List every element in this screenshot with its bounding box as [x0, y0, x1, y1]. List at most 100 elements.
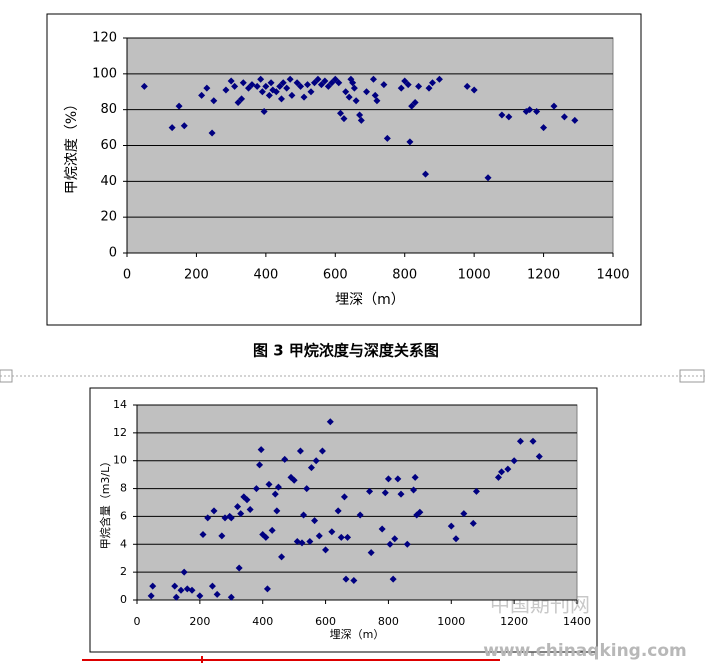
point: [403, 540, 411, 548]
point: [425, 84, 433, 92]
point: [326, 418, 334, 426]
point: [277, 95, 285, 103]
y-tick-label: 14: [113, 398, 127, 411]
point: [366, 487, 374, 495]
x-axis-label: 埋深（m）: [330, 628, 385, 641]
point: [460, 510, 468, 518]
point: [383, 134, 391, 142]
point: [180, 122, 188, 130]
x-tick-label: 800: [378, 615, 399, 628]
point: [314, 75, 322, 83]
point: [210, 507, 218, 515]
point: [516, 437, 524, 445]
point: [469, 519, 477, 527]
point: [498, 468, 506, 476]
point: [246, 505, 254, 513]
point: [253, 82, 261, 90]
point: [297, 82, 305, 90]
point: [526, 106, 534, 114]
point: [356, 511, 364, 519]
point: [180, 568, 188, 576]
point: [318, 447, 326, 455]
point: [237, 510, 245, 518]
y-tick-label: 40: [100, 174, 117, 189]
watermark: www.chinaqking.com: [483, 641, 687, 661]
point: [422, 170, 430, 178]
point: [307, 464, 315, 472]
point: [535, 453, 543, 461]
x-axis-label: 埋深（m）: [335, 292, 405, 308]
point: [373, 97, 381, 105]
plot-area: [136, 404, 578, 601]
point: [317, 81, 325, 89]
point: [279, 79, 287, 87]
point: [198, 91, 206, 99]
point: [352, 97, 360, 105]
y-tick-label: 10: [113, 454, 127, 467]
point: [256, 461, 264, 469]
point: [337, 533, 345, 541]
point: [447, 522, 455, 530]
point: [243, 496, 251, 504]
point: [147, 592, 155, 600]
point: [293, 79, 301, 87]
point: [470, 86, 478, 94]
point: [175, 102, 183, 110]
point: [498, 111, 506, 119]
point: [380, 81, 388, 89]
y-tick-label: 12: [113, 426, 127, 439]
point: [357, 116, 365, 124]
point: [345, 93, 353, 101]
caption: 图 3 甲烷浓度与深度关系图: [253, 342, 439, 360]
y-tick-label: 8: [120, 482, 127, 495]
x-tick-label: 1000: [458, 268, 491, 283]
point: [408, 102, 416, 110]
point: [168, 124, 176, 132]
point: [177, 586, 185, 594]
point: [350, 577, 358, 584]
point: [296, 447, 304, 455]
point: [273, 507, 281, 515]
y-tick-label: 6: [120, 509, 127, 522]
point: [281, 455, 289, 463]
point: [363, 88, 371, 96]
point: [235, 564, 243, 572]
point: [196, 592, 204, 600]
y-tick-label: 100: [92, 66, 117, 81]
point: [227, 514, 235, 522]
point: [371, 91, 379, 99]
point: [290, 476, 298, 484]
separator-marker: [679, 369, 705, 383]
point: [245, 84, 252, 92]
x-tick-label: 400: [253, 268, 278, 283]
point: [328, 79, 336, 87]
y-tick-label: 20: [100, 210, 117, 225]
point: [234, 99, 242, 106]
point: [411, 99, 419, 106]
point: [267, 79, 275, 87]
point: [386, 540, 394, 548]
point: [484, 174, 492, 182]
point: [271, 490, 279, 498]
point: [322, 546, 330, 554]
point: [188, 586, 196, 594]
point: [571, 116, 579, 124]
separator-marker: [0, 369, 13, 383]
point: [411, 473, 419, 481]
point: [328, 528, 336, 536]
point: [310, 79, 318, 87]
point: [257, 446, 265, 454]
x-tick-label: 1400: [596, 268, 629, 283]
x-tick-label: 200: [184, 268, 209, 283]
y-tick-label: 4: [120, 537, 127, 550]
point: [350, 84, 358, 92]
point: [208, 582, 216, 590]
point: [300, 93, 308, 101]
point: [540, 124, 548, 132]
point: [321, 77, 329, 85]
point: [410, 486, 418, 494]
point: [463, 82, 471, 90]
point: [300, 511, 308, 519]
point: [304, 81, 312, 89]
